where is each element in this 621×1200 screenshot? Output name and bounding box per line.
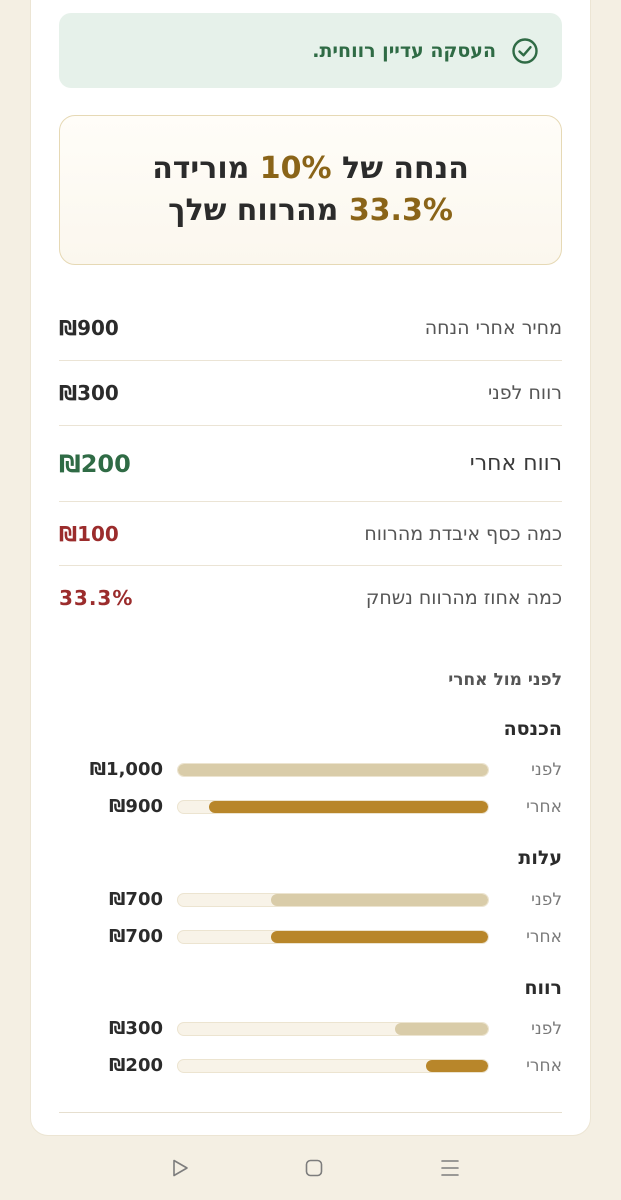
group-title-cost: עלות xyxy=(518,847,562,869)
bar-value: ₪300 xyxy=(109,1018,163,1039)
bar-track xyxy=(177,893,489,907)
bar-row-profit-after: אחרי ₪200 xyxy=(59,1054,562,1078)
bar-track xyxy=(177,763,489,777)
status-message: העסקה עדיין רווחית. xyxy=(312,39,496,62)
headline-text: הנחה של 10% מורידה 33.3% מהרווח שלך xyxy=(152,151,469,228)
bar-label: אחרי xyxy=(526,797,562,817)
summary-value: ₪200 xyxy=(59,449,131,478)
bar-fill xyxy=(271,931,488,943)
summary-label: כמה אחוז מהרווח נשחק xyxy=(365,587,562,609)
bar-value: ₪700 xyxy=(109,926,163,947)
summary-value: ₪300 xyxy=(59,381,119,405)
summary-row-money-lost: כמה כסף איבדת מהרווח ₪100 xyxy=(59,502,562,566)
bar-value: ₪900 xyxy=(109,796,163,817)
recents-icon[interactable] xyxy=(438,1156,462,1180)
summary-value: ₪900 xyxy=(59,315,119,340)
summary-row-profit-before: רווח לפני ₪300 xyxy=(59,361,562,426)
summary-label: כמה כסף איבדת מהרווח xyxy=(364,522,562,545)
bar-track xyxy=(177,1022,489,1036)
bar-value: ₪200 xyxy=(109,1055,163,1076)
home-icon[interactable] xyxy=(302,1156,326,1180)
status-banner: העסקה עדיין רווחית. xyxy=(59,13,562,88)
summary-label: מחיר אחרי הנחה xyxy=(424,316,562,339)
summary-value: 33.3% xyxy=(59,586,134,610)
group-title-profit: רווח xyxy=(524,977,562,999)
headline-box: הנחה של 10% מורידה 33.3% מהרווח שלך xyxy=(59,115,562,265)
bar-track xyxy=(177,930,489,944)
bar-value: ₪1,000 xyxy=(89,759,163,780)
discount-percent: 10% xyxy=(259,151,332,186)
bar-fill xyxy=(209,801,488,813)
divider xyxy=(59,1112,562,1113)
summary-list: מחיר אחרי הנחה ₪900 רווח לפני ₪300 רווח … xyxy=(59,295,562,630)
bar-row-profit-before: לפני ₪300 xyxy=(59,1017,562,1041)
group-title-revenue: הכנסה xyxy=(503,718,562,740)
bar-row-cost-before: לפני ₪700 xyxy=(59,888,562,912)
summary-label: רווח אחרי xyxy=(469,451,562,476)
bar-track xyxy=(177,1059,489,1073)
bar-fill xyxy=(395,1023,488,1035)
bar-fill xyxy=(426,1060,488,1072)
summary-row-percent-lost: כמה אחוז מהרווח נשחק 33.3% xyxy=(59,566,562,630)
summary-label: רווח לפני xyxy=(487,382,562,404)
summary-value: ₪100 xyxy=(59,521,119,546)
bar-label: לפני xyxy=(531,760,562,780)
summary-row-profit-after: רווח אחרי ₪200 xyxy=(59,426,562,502)
bar-label: אחרי xyxy=(526,927,562,947)
bar-value: ₪700 xyxy=(109,889,163,910)
bar-label: לפני xyxy=(531,1019,562,1039)
bar-fill xyxy=(271,894,488,906)
bar-track xyxy=(177,800,489,814)
bar-label: לפני xyxy=(531,890,562,910)
check-circle-icon xyxy=(510,36,540,66)
profit-loss-percent: 33.3% xyxy=(348,193,453,228)
system-nav-bar xyxy=(0,1136,621,1200)
comparison-title: לפני מול אחרי xyxy=(448,670,562,690)
bar-fill xyxy=(178,764,488,776)
bar-row-cost-after: אחרי ₪700 xyxy=(59,925,562,949)
back-icon[interactable] xyxy=(168,1156,192,1180)
bar-label: אחרי xyxy=(526,1056,562,1076)
bar-row-revenue-before: לפני ₪1,000 xyxy=(59,758,562,782)
summary-row-price-after: מחיר אחרי הנחה ₪900 xyxy=(59,295,562,361)
bar-row-revenue-after: אחרי ₪900 xyxy=(59,795,562,819)
